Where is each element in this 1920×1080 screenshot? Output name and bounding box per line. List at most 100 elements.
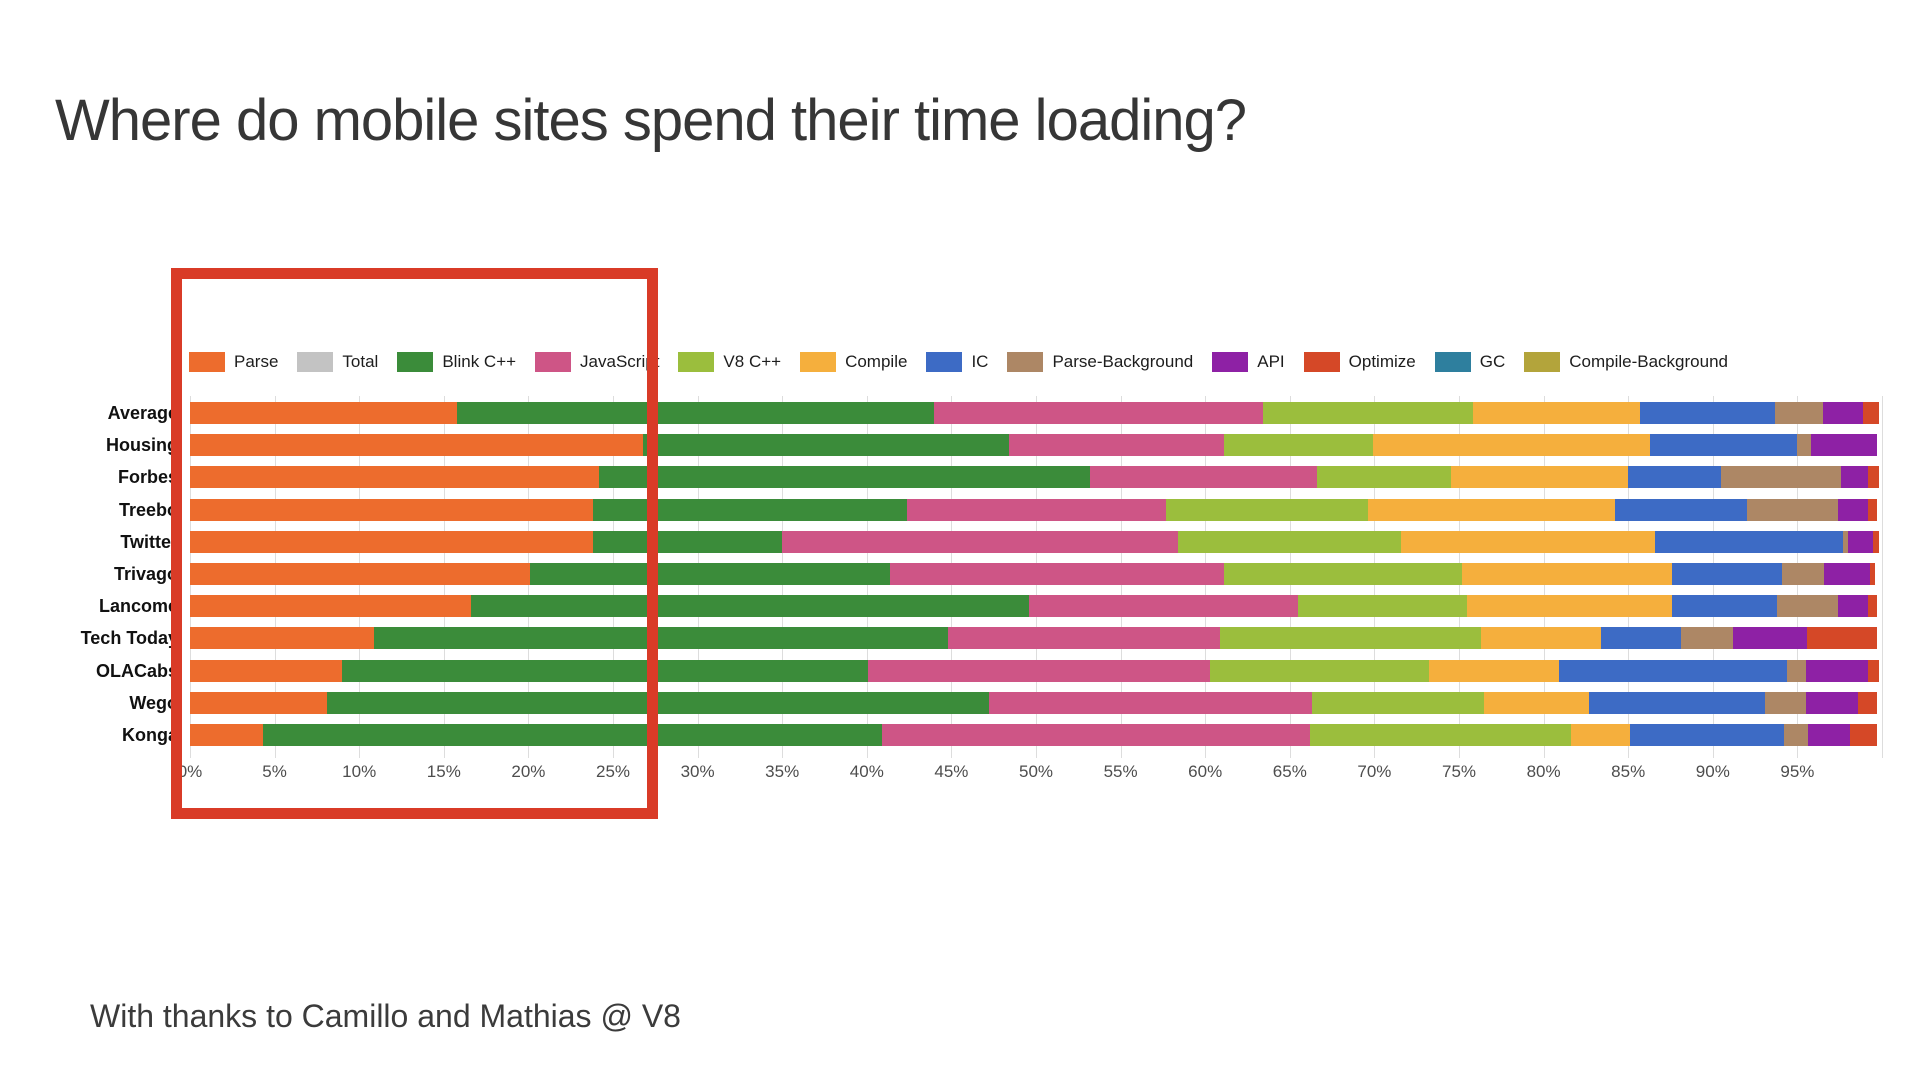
bar-row (190, 402, 1879, 424)
bar-row (190, 724, 1877, 746)
bar-segment-parse (190, 691, 328, 714)
bar-segment-parse-background (1680, 627, 1734, 650)
bar-segment-javascript (1090, 466, 1317, 489)
x-tick-label: 30% (680, 762, 715, 781)
legend-label: Total (342, 352, 379, 371)
x-tick-label: 95% (1780, 762, 1815, 781)
legend-swatch-icon (1007, 352, 1044, 372)
legend-swatch-icon (1434, 352, 1471, 372)
bar-segment-blink-c- (470, 595, 1030, 618)
bar-segment-parse (190, 498, 593, 521)
bar-segment-v8-c- (1220, 627, 1481, 650)
bar-segment-api (1810, 434, 1877, 457)
category-label: Average (107, 403, 178, 423)
bar-segment-parse-background (1797, 434, 1811, 457)
bar-segment-ic (1629, 724, 1784, 746)
bar-segment-v8-c- (1310, 724, 1571, 746)
x-tick-label: 45% (934, 762, 969, 781)
bar-segment-parse (190, 595, 471, 618)
bar-segment-blink-c- (592, 498, 908, 521)
bar-segment-javascript (868, 659, 1211, 682)
bar-segment-compile (1472, 402, 1640, 424)
category-label: Housing (106, 435, 178, 456)
bar-segment-v8-c- (1311, 691, 1485, 714)
bar-segment-javascript (890, 563, 1224, 585)
x-tick-label: 80% (1526, 762, 1561, 781)
bar-segment-compile (1467, 595, 1673, 618)
bar-segment-ic (1589, 691, 1766, 714)
bar-segment-javascript (948, 627, 1221, 650)
bar-segment-javascript (988, 691, 1312, 714)
bar-segment-parse-background (1765, 691, 1806, 714)
legend-item-api: API (1212, 352, 1285, 372)
bar-segment-compile (1462, 563, 1673, 585)
bar-segment-compile (1372, 434, 1651, 457)
bar-segment-api (1837, 595, 1869, 618)
legend-item-parse-background: Parse-Background (1007, 352, 1193, 372)
bar-segment-v8-c- (1166, 498, 1368, 521)
bar-segment-ic (1650, 434, 1798, 457)
bar-segment-compile (1484, 691, 1590, 714)
bar-segment-optimize (1873, 530, 1879, 553)
bar-segment-parse (190, 434, 644, 457)
legend-item-compile: Compile (800, 352, 907, 372)
legend-swatch-icon (535, 352, 572, 372)
bar-row (190, 659, 1879, 682)
bar-segment-v8-c- (1262, 402, 1473, 424)
category-label: OLACabs (95, 660, 178, 681)
x-tick-label: 90% (1695, 762, 1730, 781)
category-label: Forbes (117, 467, 178, 488)
x-tick-label: 10% (342, 762, 377, 781)
legend-label: Compile-Background (1569, 352, 1728, 371)
bar-segment-ic (1655, 530, 1844, 553)
bar-segment-blink-c- (530, 563, 891, 585)
bar-segment-compile (1570, 724, 1630, 746)
bar-segment-optimize (1849, 724, 1877, 746)
legend-label: JavaScript (580, 352, 660, 371)
category-label: Treebo (118, 499, 178, 520)
category-label: Trivago (113, 564, 178, 584)
legend-swatch-icon (1212, 352, 1249, 372)
bar-segment-parse-background (1746, 498, 1838, 521)
legend-label: Parse (234, 352, 279, 371)
category-label: Lancome (98, 596, 178, 617)
bar-segment-optimize (1868, 466, 1879, 489)
bar-segment-javascript (907, 498, 1167, 521)
bar-segment-ic (1628, 466, 1722, 489)
bar-segment-parse-background (1787, 659, 1806, 682)
bar-segment-blink-c- (599, 466, 1091, 489)
bar-segment-parse (190, 466, 600, 489)
x-tick-label: 70% (1357, 762, 1392, 781)
bar-segment-api (1837, 498, 1869, 521)
bar-segment-ic (1640, 402, 1776, 424)
bar-row (190, 530, 1879, 553)
legend-swatch-icon (1524, 352, 1561, 372)
bar-segment-blink-c- (457, 402, 935, 424)
legend-swatch-icon (678, 352, 715, 372)
legend-item-total: Total (297, 352, 378, 372)
legend-label: Optimize (1348, 352, 1416, 371)
bar-segment-api (1807, 724, 1850, 746)
bar-segment-parse-background (1775, 402, 1823, 424)
legend-item-v8-c-: V8 C++ (678, 352, 781, 372)
bar-row (190, 434, 1877, 457)
footer-credit: With thanks to Camillo and Mathias @ V8 (90, 998, 681, 1034)
category-label: Twitter (120, 531, 178, 552)
bar-segment-api (1848, 530, 1874, 553)
legend-label: GC (1479, 352, 1506, 371)
legend-swatch-icon (800, 352, 837, 372)
bar-segment-javascript (1029, 595, 1299, 618)
bar-segment-v8-c- (1210, 659, 1429, 682)
legend-item-compile-background: Compile-Background (1524, 352, 1728, 372)
bar-segment-javascript (934, 402, 1263, 424)
legend-item-optimize: Optimize (1303, 352, 1416, 372)
bar-segment-blink-c- (592, 530, 783, 553)
category-label: Konga (122, 725, 178, 745)
bar-row (190, 627, 1877, 650)
x-gridline (1882, 396, 1883, 758)
bar-segment-parse (190, 659, 343, 682)
legend-swatch-icon (1303, 352, 1340, 372)
bar-segment-optimize (1868, 659, 1879, 682)
x-tick-label: 55% (1103, 762, 1138, 781)
bar-row (190, 691, 1877, 714)
